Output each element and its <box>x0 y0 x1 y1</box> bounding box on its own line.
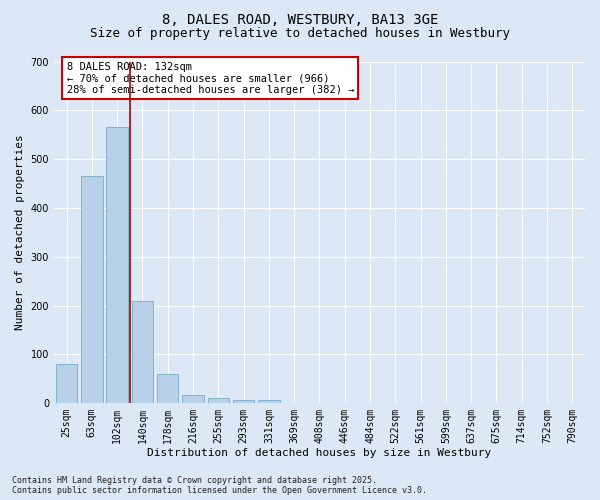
Bar <box>131 300 153 403</box>
Text: 8 DALES ROAD: 132sqm
← 70% of detached houses are smaller (966)
28% of semi-deta: 8 DALES ROAD: 132sqm ← 70% of detached h… <box>67 62 354 94</box>
Bar <box>106 128 128 403</box>
Text: Contains HM Land Registry data © Crown copyright and database right 2025.
Contai: Contains HM Land Registry data © Crown c… <box>12 476 427 495</box>
Bar <box>208 398 229 403</box>
Bar <box>258 400 280 403</box>
Bar <box>157 374 178 403</box>
Bar <box>56 364 77 403</box>
Y-axis label: Number of detached properties: Number of detached properties <box>15 134 25 330</box>
X-axis label: Distribution of detached houses by size in Westbury: Distribution of detached houses by size … <box>148 448 491 458</box>
Text: Size of property relative to detached houses in Westbury: Size of property relative to detached ho… <box>90 28 510 40</box>
Text: 8, DALES ROAD, WESTBURY, BA13 3GE: 8, DALES ROAD, WESTBURY, BA13 3GE <box>162 12 438 26</box>
Bar <box>182 396 204 403</box>
Bar <box>81 176 103 403</box>
Bar <box>233 400 254 403</box>
